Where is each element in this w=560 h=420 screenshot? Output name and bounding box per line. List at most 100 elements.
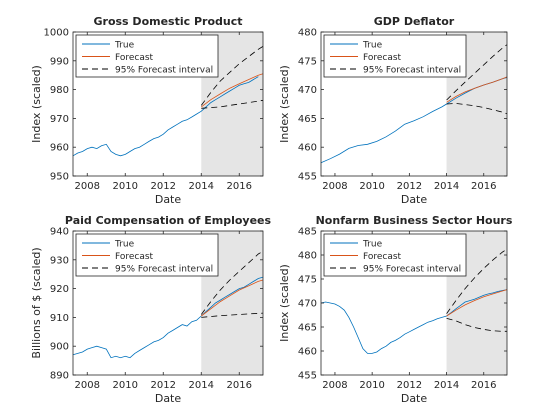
x-tick-label: 2016 <box>471 181 496 192</box>
y-tick-label: 940 <box>50 227 69 238</box>
legend: True Forecast 95% Forecast interval <box>323 34 467 78</box>
x-tick-label: 2010 <box>359 181 384 192</box>
y-tick-label: 960 <box>50 143 69 154</box>
legend-box <box>323 34 467 78</box>
x-tick-label: 2010 <box>113 181 138 192</box>
x-axis-label: Date <box>155 193 182 206</box>
y-tick-label: 970 <box>50 114 69 125</box>
y-tick-label: 460 <box>298 143 317 154</box>
legend-label-forecast: Forecast <box>363 53 402 63</box>
y-tick-label: 1000 <box>44 28 69 39</box>
x-tick-label: 2012 <box>151 181 176 192</box>
y-axis-label: Index (scaled) <box>278 264 291 342</box>
x-tick-label: 2008 <box>75 380 100 391</box>
x-tick-label: 2016 <box>227 380 252 391</box>
x-tick-label: 2012 <box>397 181 422 192</box>
series-interval-lower-line <box>446 102 508 115</box>
y-axis-label: Index (scaled) <box>278 65 291 143</box>
axes-box <box>72 230 264 376</box>
x-tick-label: 2008 <box>322 380 347 391</box>
legend-label-interval: 95% Forecast interval <box>115 66 213 76</box>
x-tick-label: 2008 <box>75 181 100 192</box>
series-interval-lower-line <box>201 312 264 318</box>
y-tick-label: 950 <box>50 172 69 183</box>
legend-label-interval: 95% Forecast interval <box>363 66 461 76</box>
chart-panel-4: 2008 2010 2012 2014 2016 455 460 465 470 475 480 48… <box>278 214 513 405</box>
y-tick-label: 460 <box>298 347 317 358</box>
y-tick-label: 920 <box>50 284 69 295</box>
series-interval-lower-line <box>201 99 264 109</box>
x-tick-label: 2012 <box>397 380 422 391</box>
y-tick-label: 470 <box>298 299 317 310</box>
series-interval-upper-line <box>446 248 508 314</box>
legend-label-true: True <box>362 41 383 51</box>
y-tick-label: 470 <box>298 85 317 96</box>
y-tick-label: 930 <box>50 255 69 266</box>
x-tick-label: 2010 <box>113 380 138 391</box>
series-interval-upper-line <box>200 250 264 315</box>
axes-box <box>72 31 264 177</box>
legend-box <box>323 233 467 277</box>
y-tick-label: 455 <box>298 371 317 382</box>
chart-title: Gross Domestic Product <box>94 15 243 28</box>
chart-panel-2: 2008 2010 2012 2014 2016 455 460 465 470 475 480 GD… <box>278 15 508 206</box>
y-tick-label: 910 <box>50 313 69 324</box>
x-axis-label: Date <box>401 392 428 405</box>
legend-label-interval: 95% Forecast interval <box>115 265 213 275</box>
legend: True Forecast 95% Forecast interval <box>75 233 219 277</box>
series-forecast-line <box>446 289 508 317</box>
x-tick-label: 2014 <box>434 181 459 192</box>
legend-box <box>75 233 219 277</box>
x-tick-label: 2014 <box>189 380 214 391</box>
legend: True Forecast 95% Forecast interval <box>75 34 219 78</box>
legend-label-true: True <box>114 240 135 250</box>
legend-label-true: True <box>362 240 383 250</box>
y-tick-label: 480 <box>298 28 317 39</box>
legend-label-forecast: Forecast <box>115 252 154 262</box>
x-tick-label: 2010 <box>359 380 384 391</box>
chart-title: Paid Compensation of Employees <box>65 214 272 227</box>
y-tick-label: 455 <box>298 172 317 183</box>
series-forecast-line <box>201 279 264 317</box>
x-tick-label: 2012 <box>151 380 176 391</box>
y-tick-label: 990 <box>50 56 69 67</box>
x-tick-label: 2014 <box>189 181 214 192</box>
chart-panel-1: 2008 2010 2012 2014 2016 950 960 970 980 990 1000 G… <box>30 15 264 206</box>
series-interval-lower-line <box>446 318 507 332</box>
x-tick-label: 2008 <box>322 181 347 192</box>
x-tick-label: 2016 <box>471 380 496 391</box>
chart-title: Nonfarm Business Sector Hours <box>316 214 513 227</box>
legend-label-forecast: Forecast <box>363 252 402 262</box>
y-tick-label: 475 <box>298 275 317 286</box>
x-tick-label: 2016 <box>227 181 252 192</box>
y-tick-label: 465 <box>298 323 317 334</box>
y-tick-label: 465 <box>298 114 317 125</box>
legend-label-true: True <box>114 41 135 51</box>
axes-box <box>320 31 508 177</box>
legend-label-forecast: Forecast <box>115 53 154 63</box>
series-forecast-line <box>201 73 264 108</box>
series-interval-upper-line <box>446 44 508 101</box>
y-axis-label: Billions of $ (scaled) <box>30 247 43 358</box>
x-axis-label: Date <box>401 193 428 206</box>
series-interval-upper-line <box>200 46 264 106</box>
y-tick-label: 900 <box>50 342 69 353</box>
y-tick-label: 890 <box>50 371 69 382</box>
series-true-line <box>320 289 508 354</box>
series-forecast-line <box>446 76 508 103</box>
legend-label-interval: 95% Forecast interval <box>363 265 461 275</box>
y-tick-label: 980 <box>50 85 69 96</box>
y-axis-label: Index (scaled) <box>30 65 43 143</box>
y-tick-label: 475 <box>298 56 317 67</box>
x-tick-label: 2014 <box>434 380 459 391</box>
y-tick-label: 480 <box>298 251 317 262</box>
chart-title: GDP Deflator <box>374 15 455 28</box>
series-true-line <box>72 76 259 157</box>
series-true-line <box>72 276 264 359</box>
legend: True Forecast 95% Forecast interval <box>323 233 467 277</box>
y-tick-label: 485 <box>298 227 317 238</box>
chart-panel-3: 2008 2010 2012 2014 2016 890 900 910 920 930 940Pa… <box>30 214 272 405</box>
x-axis-label: Date <box>155 392 182 405</box>
legend-box <box>75 34 219 78</box>
